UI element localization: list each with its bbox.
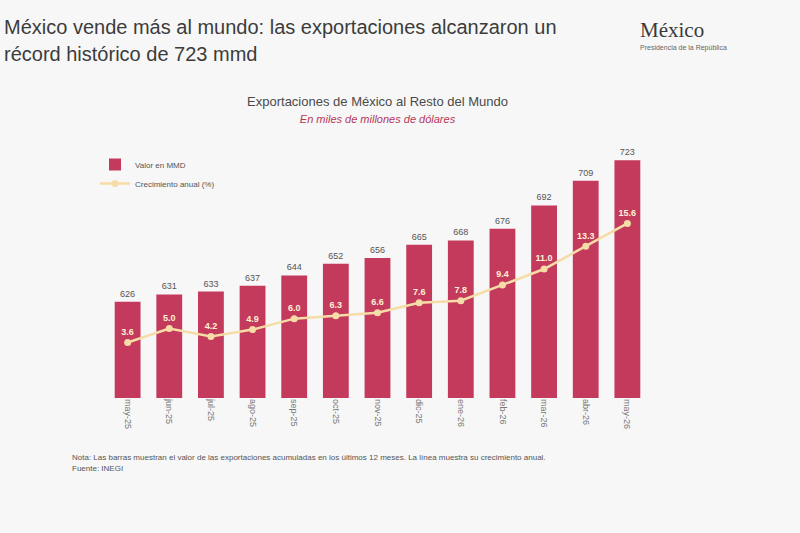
svg-text:ene-26: ene-26 — [456, 399, 466, 427]
svg-text:723: 723 — [620, 147, 635, 157]
svg-text:5.0: 5.0 — [163, 313, 176, 323]
svg-text:6.0: 6.0 — [288, 303, 301, 313]
svg-text:692: 692 — [537, 192, 552, 202]
html-text:México: México — [640, 18, 705, 42]
svg-text:637: 637 — [245, 273, 260, 283]
svg-text:nov-25: nov-25 — [373, 399, 383, 427]
svg-text:may-26: may-26 — [622, 399, 632, 429]
svg-text:7.6: 7.6 — [413, 287, 426, 297]
svg-text:3.6: 3.6 — [121, 327, 134, 337]
svg-text:15.6: 15.6 — [619, 208, 637, 218]
svg-text:feb-26: feb-26 — [498, 399, 508, 425]
svg-text:709: 709 — [578, 168, 593, 178]
svg-text:631: 631 — [162, 281, 177, 291]
svg-text:9.4: 9.4 — [496, 269, 509, 279]
svg-text:abr-26: abr-26 — [581, 399, 591, 425]
svg-text:6.3: 6.3 — [330, 300, 343, 310]
svg-text:jul-25: jul-25 — [206, 398, 216, 421]
svg-text:4.9: 4.9 — [246, 314, 259, 324]
html-text:Presidencia de la República: Presidencia de la República — [640, 44, 727, 51]
svg-text:mar-26: mar-26 — [539, 399, 549, 428]
svg-text:Crecimiento anual (%): Crecimiento anual (%) — [135, 180, 214, 189]
svg-text:626: 626 — [120, 289, 135, 299]
svg-text:sep-25: sep-25 — [289, 399, 299, 427]
html-text:Nota: Las barras muestran el v: Nota: Las barras muestran el valor de la… — [72, 453, 546, 462]
svg-text:633: 633 — [203, 279, 218, 289]
svg-text:668: 668 — [453, 227, 468, 237]
svg-text:665: 665 — [412, 232, 427, 242]
svg-text:oct-25: oct-25 — [331, 399, 341, 424]
svg-text:6.6: 6.6 — [371, 297, 384, 307]
svg-text:Valor en MMD: Valor en MMD — [135, 161, 186, 170]
svg-text:644: 644 — [287, 262, 302, 272]
svg-text:4.2: 4.2 — [205, 321, 218, 331]
svg-text:656: 656 — [370, 245, 385, 255]
svg-text:11.0: 11.0 — [536, 253, 553, 263]
html-text:México vende más al mundo: las: México vende más al mundo: las exportaci… — [4, 16, 557, 65]
svg-text:7.8: 7.8 — [455, 285, 468, 295]
svg-text:Exportaciones de México al Res: Exportaciones de México al Resto del Mun… — [247, 94, 508, 125]
svg-text:jun-25: jun-25 — [164, 398, 174, 424]
svg-text:652: 652 — [328, 251, 343, 261]
svg-text:ago-25: ago-25 — [248, 399, 258, 427]
html-text:Fuente: INEGI: Fuente: INEGI — [72, 464, 124, 473]
svg-text:dic-25: dic-25 — [414, 399, 424, 424]
svg-text:13.3: 13.3 — [577, 231, 595, 241]
svg-text:676: 676 — [495, 216, 510, 226]
svg-text:may-25: may-25 — [123, 399, 133, 429]
